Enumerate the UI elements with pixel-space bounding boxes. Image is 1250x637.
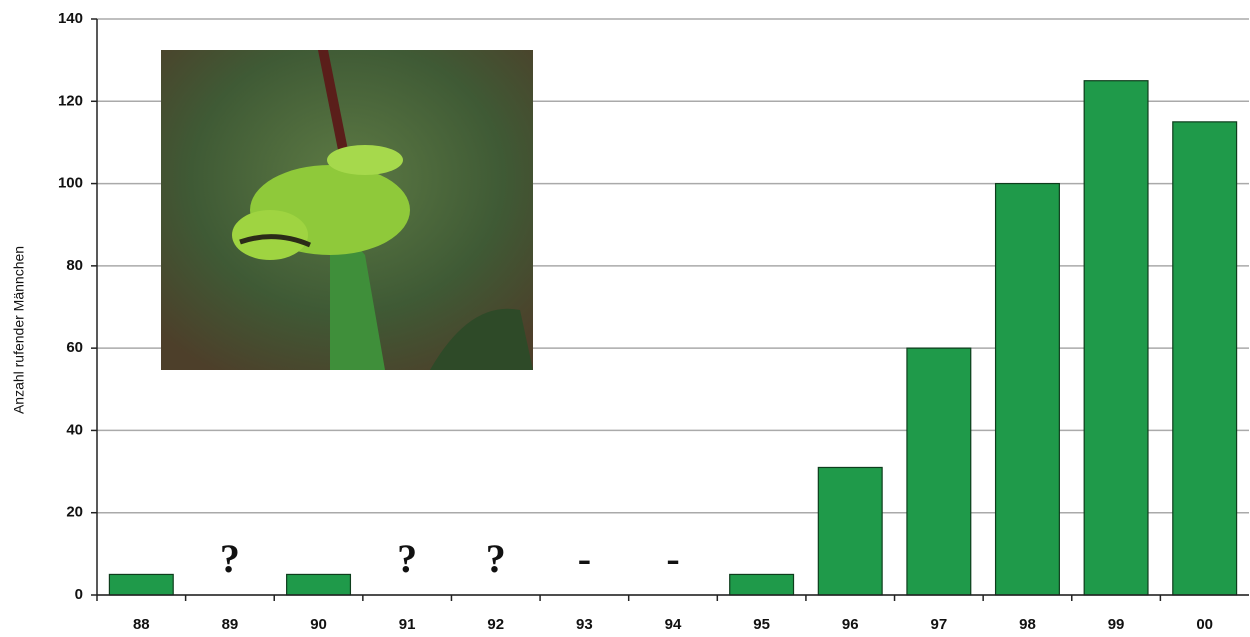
x-tick-label: 94	[665, 616, 682, 633]
bar	[907, 348, 971, 595]
frog-photo	[161, 50, 533, 370]
bar	[109, 574, 173, 595]
value-label: -	[578, 536, 591, 581]
value-label: ?	[220, 536, 240, 581]
x-tick-label: 96	[842, 616, 859, 633]
y-tick-label: 100	[58, 175, 83, 192]
x-tick-label: 98	[1019, 616, 1036, 633]
y-tick-label: 120	[58, 92, 83, 109]
chart: Anzahl rufender Männchen 0 20 40 60 80 100 120…	[0, 0, 1250, 637]
bar	[1084, 81, 1148, 595]
value-label: ?	[486, 536, 506, 581]
x-tick-label: 88	[133, 616, 150, 633]
y-tick-label: 80	[66, 257, 83, 274]
x-tick-label: 00	[1196, 616, 1213, 633]
x-tick-label: 90	[310, 616, 327, 633]
value-label: ?	[397, 536, 417, 581]
bar	[730, 574, 794, 595]
bar	[1173, 122, 1237, 595]
y-axis-label: Anzahl rufender Männchen	[11, 246, 27, 414]
y-tick-label: 0	[75, 586, 83, 603]
x-tick-label: 95	[753, 616, 770, 633]
x-tick-label: 92	[487, 616, 504, 633]
value-label: -	[666, 536, 679, 581]
bar	[818, 467, 882, 595]
y-tick-label: 20	[66, 504, 83, 521]
x-tick-label: 89	[222, 616, 239, 633]
bar	[996, 184, 1060, 595]
x-tick-label: 93	[576, 616, 593, 633]
x-tick-label: 99	[1108, 616, 1125, 633]
y-tick-label: 140	[58, 10, 83, 27]
y-tick-label: 60	[66, 339, 83, 356]
y-tick-label: 40	[66, 421, 83, 438]
x-tick-label: 91	[399, 616, 416, 633]
x-tick-label: 97	[931, 616, 948, 633]
bar	[287, 574, 351, 595]
